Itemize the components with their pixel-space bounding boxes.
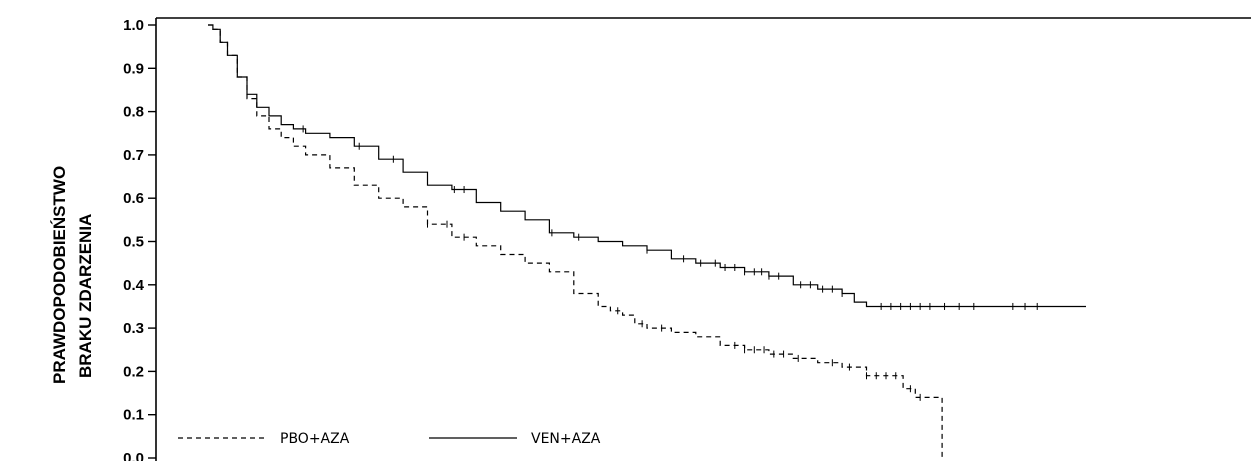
series-line-pbo-aza (208, 24, 943, 458)
legend: PBO+AZA VEN+AZA (178, 431, 601, 447)
y-tick-label: 0.2 (123, 363, 144, 380)
y-tick-label: 0.6 (123, 190, 144, 207)
y-tick-label: 0.0 (123, 450, 144, 461)
series-layer (208, 24, 1086, 458)
legend-label: VEN+AZA (531, 431, 601, 447)
y-tick-label: 0.3 (123, 320, 144, 337)
y-ticks: 0.0 0.1 0.2 0.3 0.4 0.5 0.6 0.7 0.8 0.9 1.0 (123, 17, 156, 461)
y-tick-label: 0.7 (123, 147, 144, 164)
series-line-ven-aza (208, 24, 1086, 308)
y-tick-label: 0.5 (123, 234, 144, 251)
y-tick-label: 1.0 (123, 17, 144, 34)
y-tick-label: 0.9 (123, 60, 144, 77)
y-tick-label: 0.8 (123, 104, 144, 121)
y-tick-label: 0.4 (123, 277, 145, 294)
legend-label: PBO+AZA (280, 431, 350, 447)
axes (155, 17, 1251, 461)
y-tick-label: 0.1 (123, 407, 144, 424)
